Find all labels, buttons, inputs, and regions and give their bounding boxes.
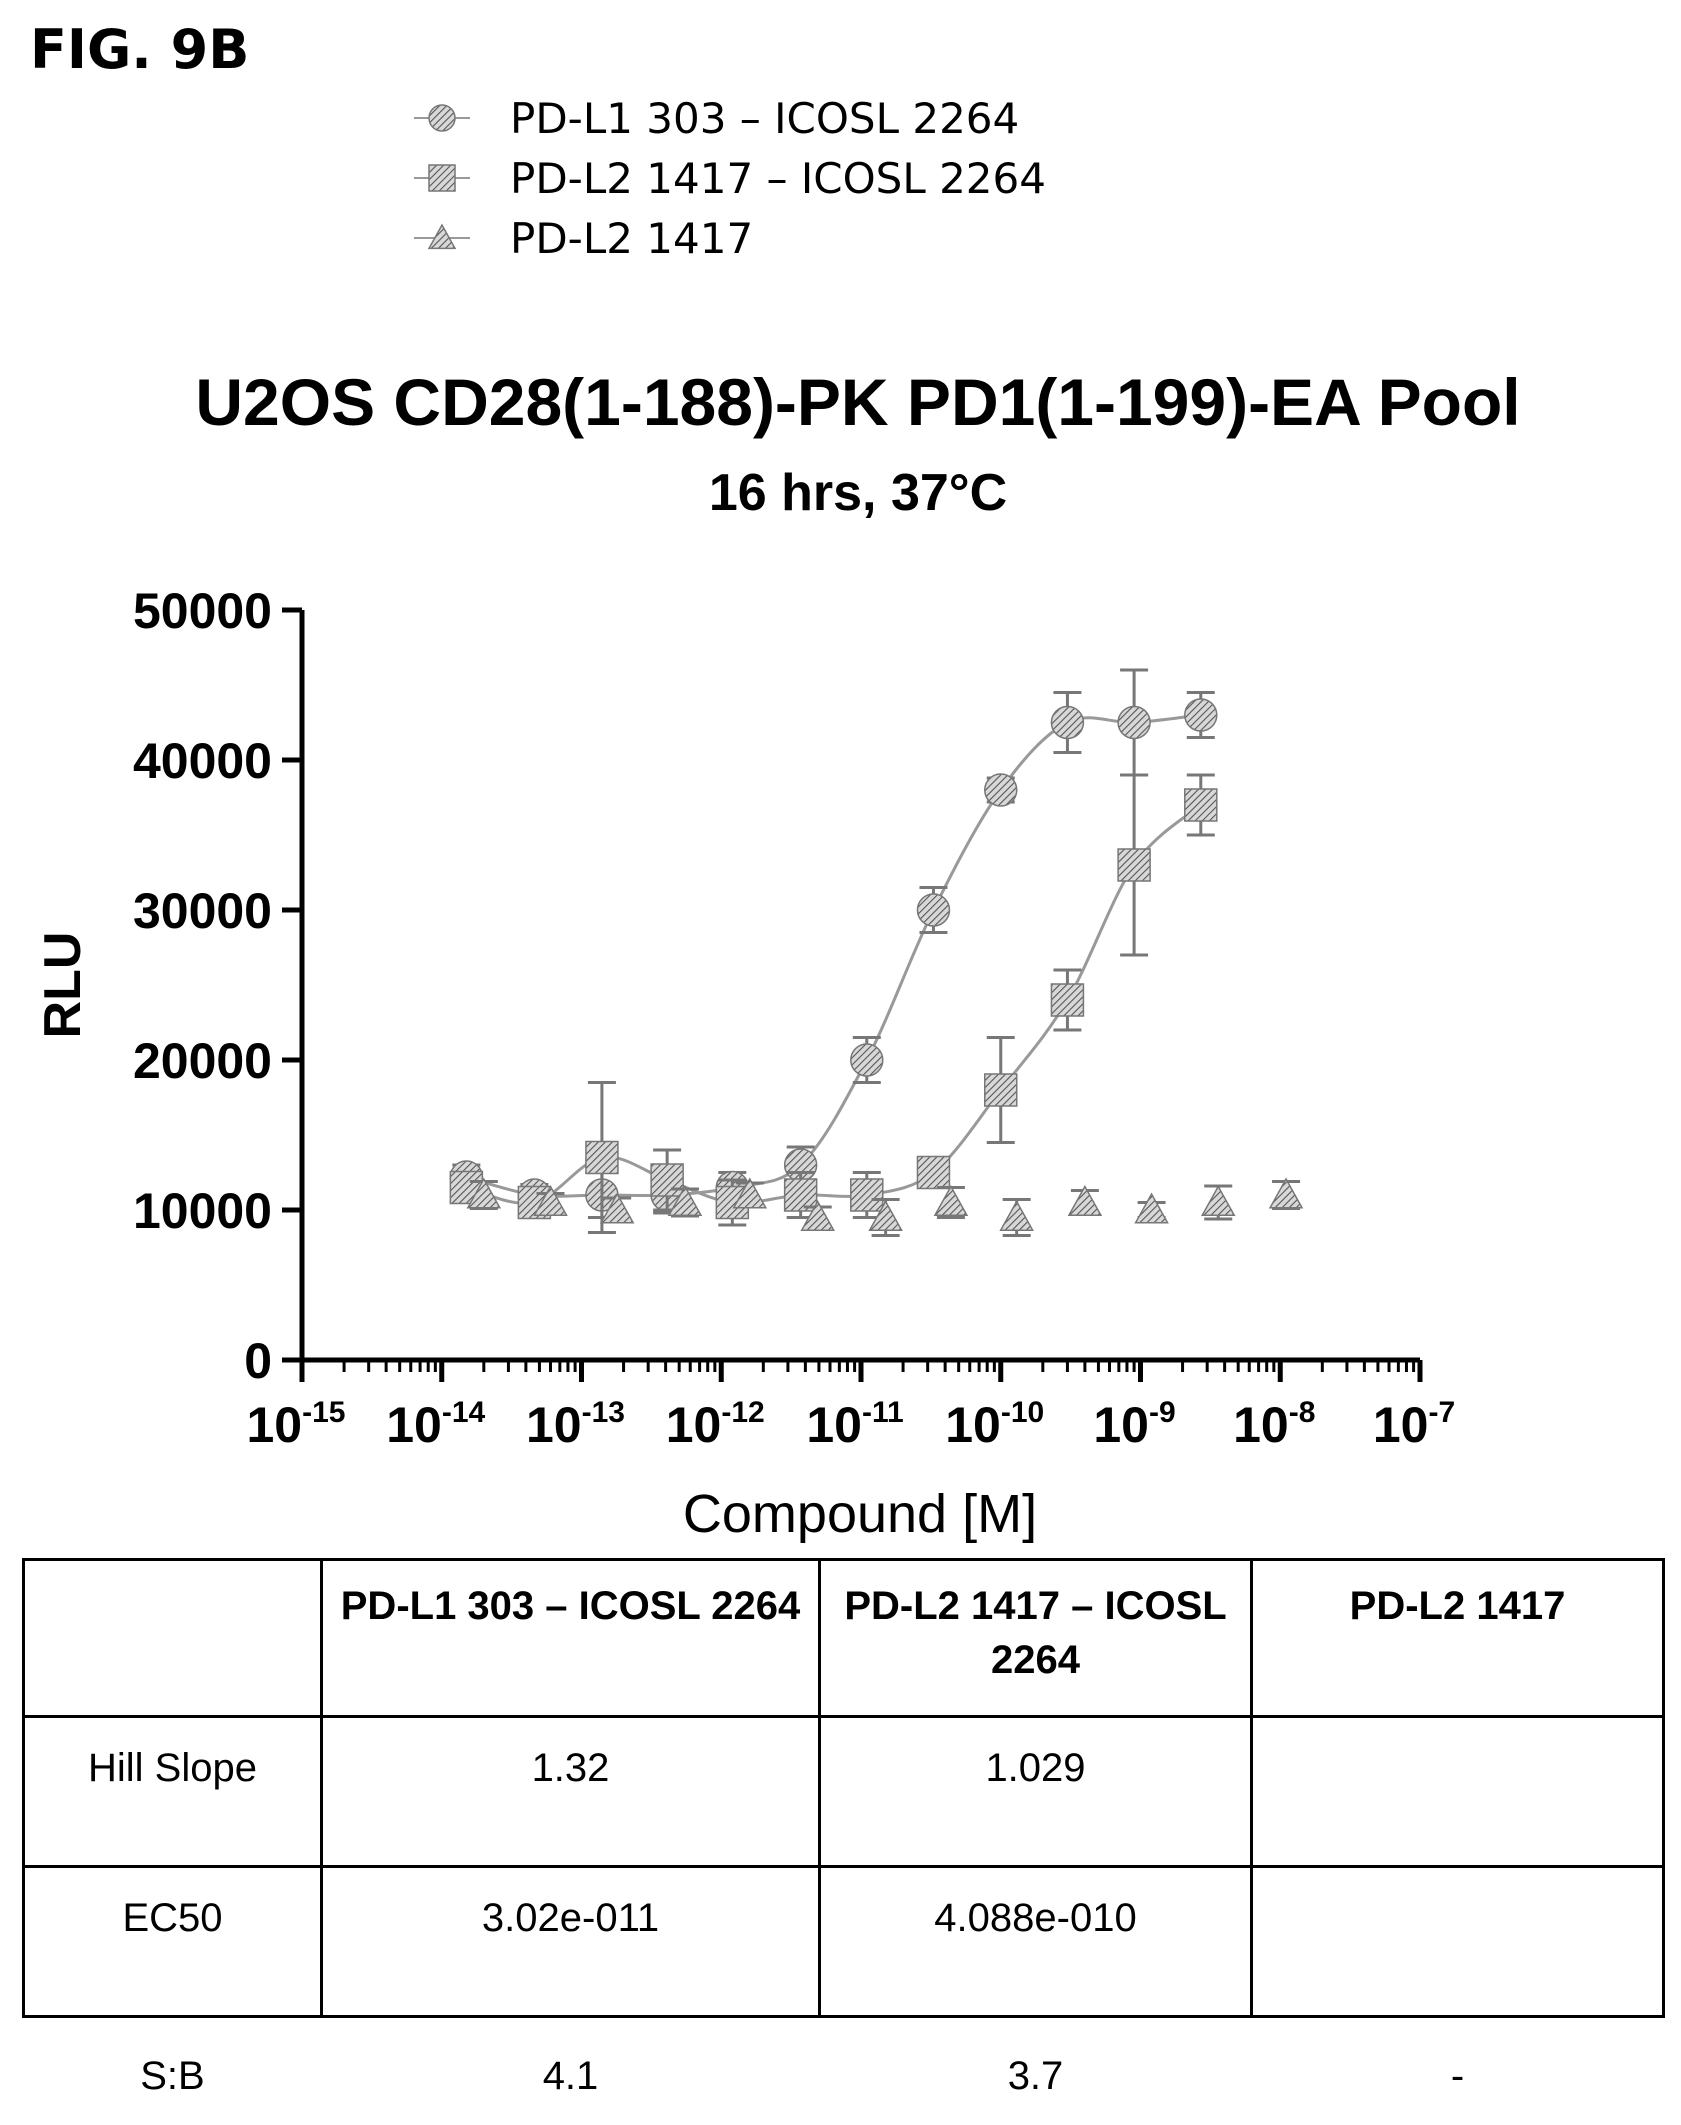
data-point-series-1: [851, 1044, 883, 1076]
data-point-series-2: [851, 1179, 883, 1211]
chart-subtitle: 16 hrs, 37°C: [709, 464, 1007, 522]
data-point-series-3: [1202, 1187, 1234, 1216]
legend-marker-3: [429, 225, 455, 248]
table-cell: [1252, 1717, 1664, 1867]
fit-curve-2: [466, 805, 1200, 1203]
data-point-series-1: [1185, 699, 1217, 731]
legend-label: PD-L1 303 – ICOSL 2264: [510, 94, 1019, 143]
axes: 0 10000 20000 30000 40000 50000 10-15 10-14 10-1…: [133, 583, 1455, 1453]
y-axis-label: RLU: [34, 932, 92, 1039]
chart-title: U2OS CD28(1-188)-PK PD1(1-199)-EA Pool: [195, 365, 1520, 439]
table-row: Hill Slope 1.32 1.029: [24, 1717, 1664, 1867]
table-header-row: PD-L1 303 – ICOSL 2264 PD-L2 1417 – ICOS…: [24, 1560, 1664, 1717]
legend-marker-1: [429, 105, 455, 131]
x-tick-label: 10-13: [526, 1396, 625, 1453]
x-tick-label: 10-8: [1233, 1396, 1315, 1453]
results-table: PD-L1 303 – ICOSL 2264 PD-L2 1417 – ICOS…: [22, 1558, 1665, 2125]
data-point-series-1: [917, 894, 949, 926]
data-point-series-2: [985, 1074, 1017, 1106]
x-axis-label: Compound [M]: [683, 1484, 1037, 1544]
x-tick-label: 10-15: [247, 1396, 346, 1453]
data-point-series-2: [586, 1142, 618, 1174]
legend-marker-2: [429, 165, 455, 191]
table-cell: [1252, 1867, 1664, 2017]
legend: PD-L1 303 – ICOSL 2264 PD-L2 1417 – ICOSL…: [414, 94, 1046, 263]
table-cell: EC50: [24, 1867, 322, 2017]
x-tick-label: 10-12: [666, 1396, 765, 1453]
y-tick-label: 50000: [133, 583, 272, 639]
data-marks: [450, 670, 1302, 1236]
table-cell: 3.7: [820, 2017, 1252, 2125]
data-point-series-2: [651, 1164, 683, 1196]
table-header-cell: PD-L1 303 – ICOSL 2264: [322, 1560, 820, 1717]
x-tick-label: 10-7: [1373, 1396, 1455, 1453]
legend-label: PD-L2 1417 – ICOSL 2264: [510, 154, 1046, 203]
table-header-cell: [24, 1560, 322, 1717]
data-point-series-1: [985, 774, 1017, 806]
x-tick-label: 10-14: [386, 1396, 485, 1453]
data-point-series-3: [1001, 1202, 1033, 1231]
y-tick-label: 0: [244, 1333, 272, 1389]
table-cell: -: [1252, 2017, 1664, 2125]
data-point-series-2: [1051, 984, 1083, 1016]
data-point-series-3: [935, 1187, 967, 1216]
data-point-series-2: [1118, 849, 1150, 881]
data-point-series-1: [1118, 707, 1150, 739]
data-point-series-2: [917, 1157, 949, 1189]
table-cell: 4.1: [322, 2017, 820, 2125]
fit-curves: [466, 715, 1200, 1203]
table-row: EC50 3.02e-011 4.088e-010: [24, 1867, 1664, 2017]
table-header-cell: PD-L2 1417: [1252, 1560, 1664, 1717]
data-point-series-1: [1051, 707, 1083, 739]
y-tick-label: 30000: [133, 883, 272, 939]
data-point-series-3: [1136, 1194, 1168, 1223]
table-cell: 3.02e-011: [322, 1867, 820, 2017]
chart: PD-L1 303 – ICOSL 2264 PD-L2 1417 – ICOSL…: [0, 0, 1681, 1545]
legend-label: PD-L2 1417: [510, 214, 753, 263]
y-tick-label: 10000: [133, 1183, 272, 1239]
table-cell: Hill Slope: [24, 1717, 322, 1867]
table-header-cell: PD-L2 1417 – ICOSL 2264: [820, 1560, 1252, 1717]
table-cell: 4.088e-010: [820, 1867, 1252, 2017]
y-tick-label: 20000: [133, 1033, 272, 1089]
x-tick-label: 10-11: [806, 1396, 903, 1453]
table-cell: 1.32: [322, 1717, 820, 1867]
table-cell: S:B: [24, 2017, 322, 2125]
data-point-series-2: [1185, 789, 1217, 821]
data-point-series-3: [1270, 1179, 1302, 1208]
x-tick-label: 10-10: [945, 1396, 1044, 1453]
table-row: S:B 4.1 3.7 -: [24, 2017, 1664, 2125]
table-cell: 1.029: [820, 1717, 1252, 1867]
x-tick-label: 10-9: [1093, 1396, 1175, 1453]
y-tick-label: 40000: [133, 733, 272, 789]
